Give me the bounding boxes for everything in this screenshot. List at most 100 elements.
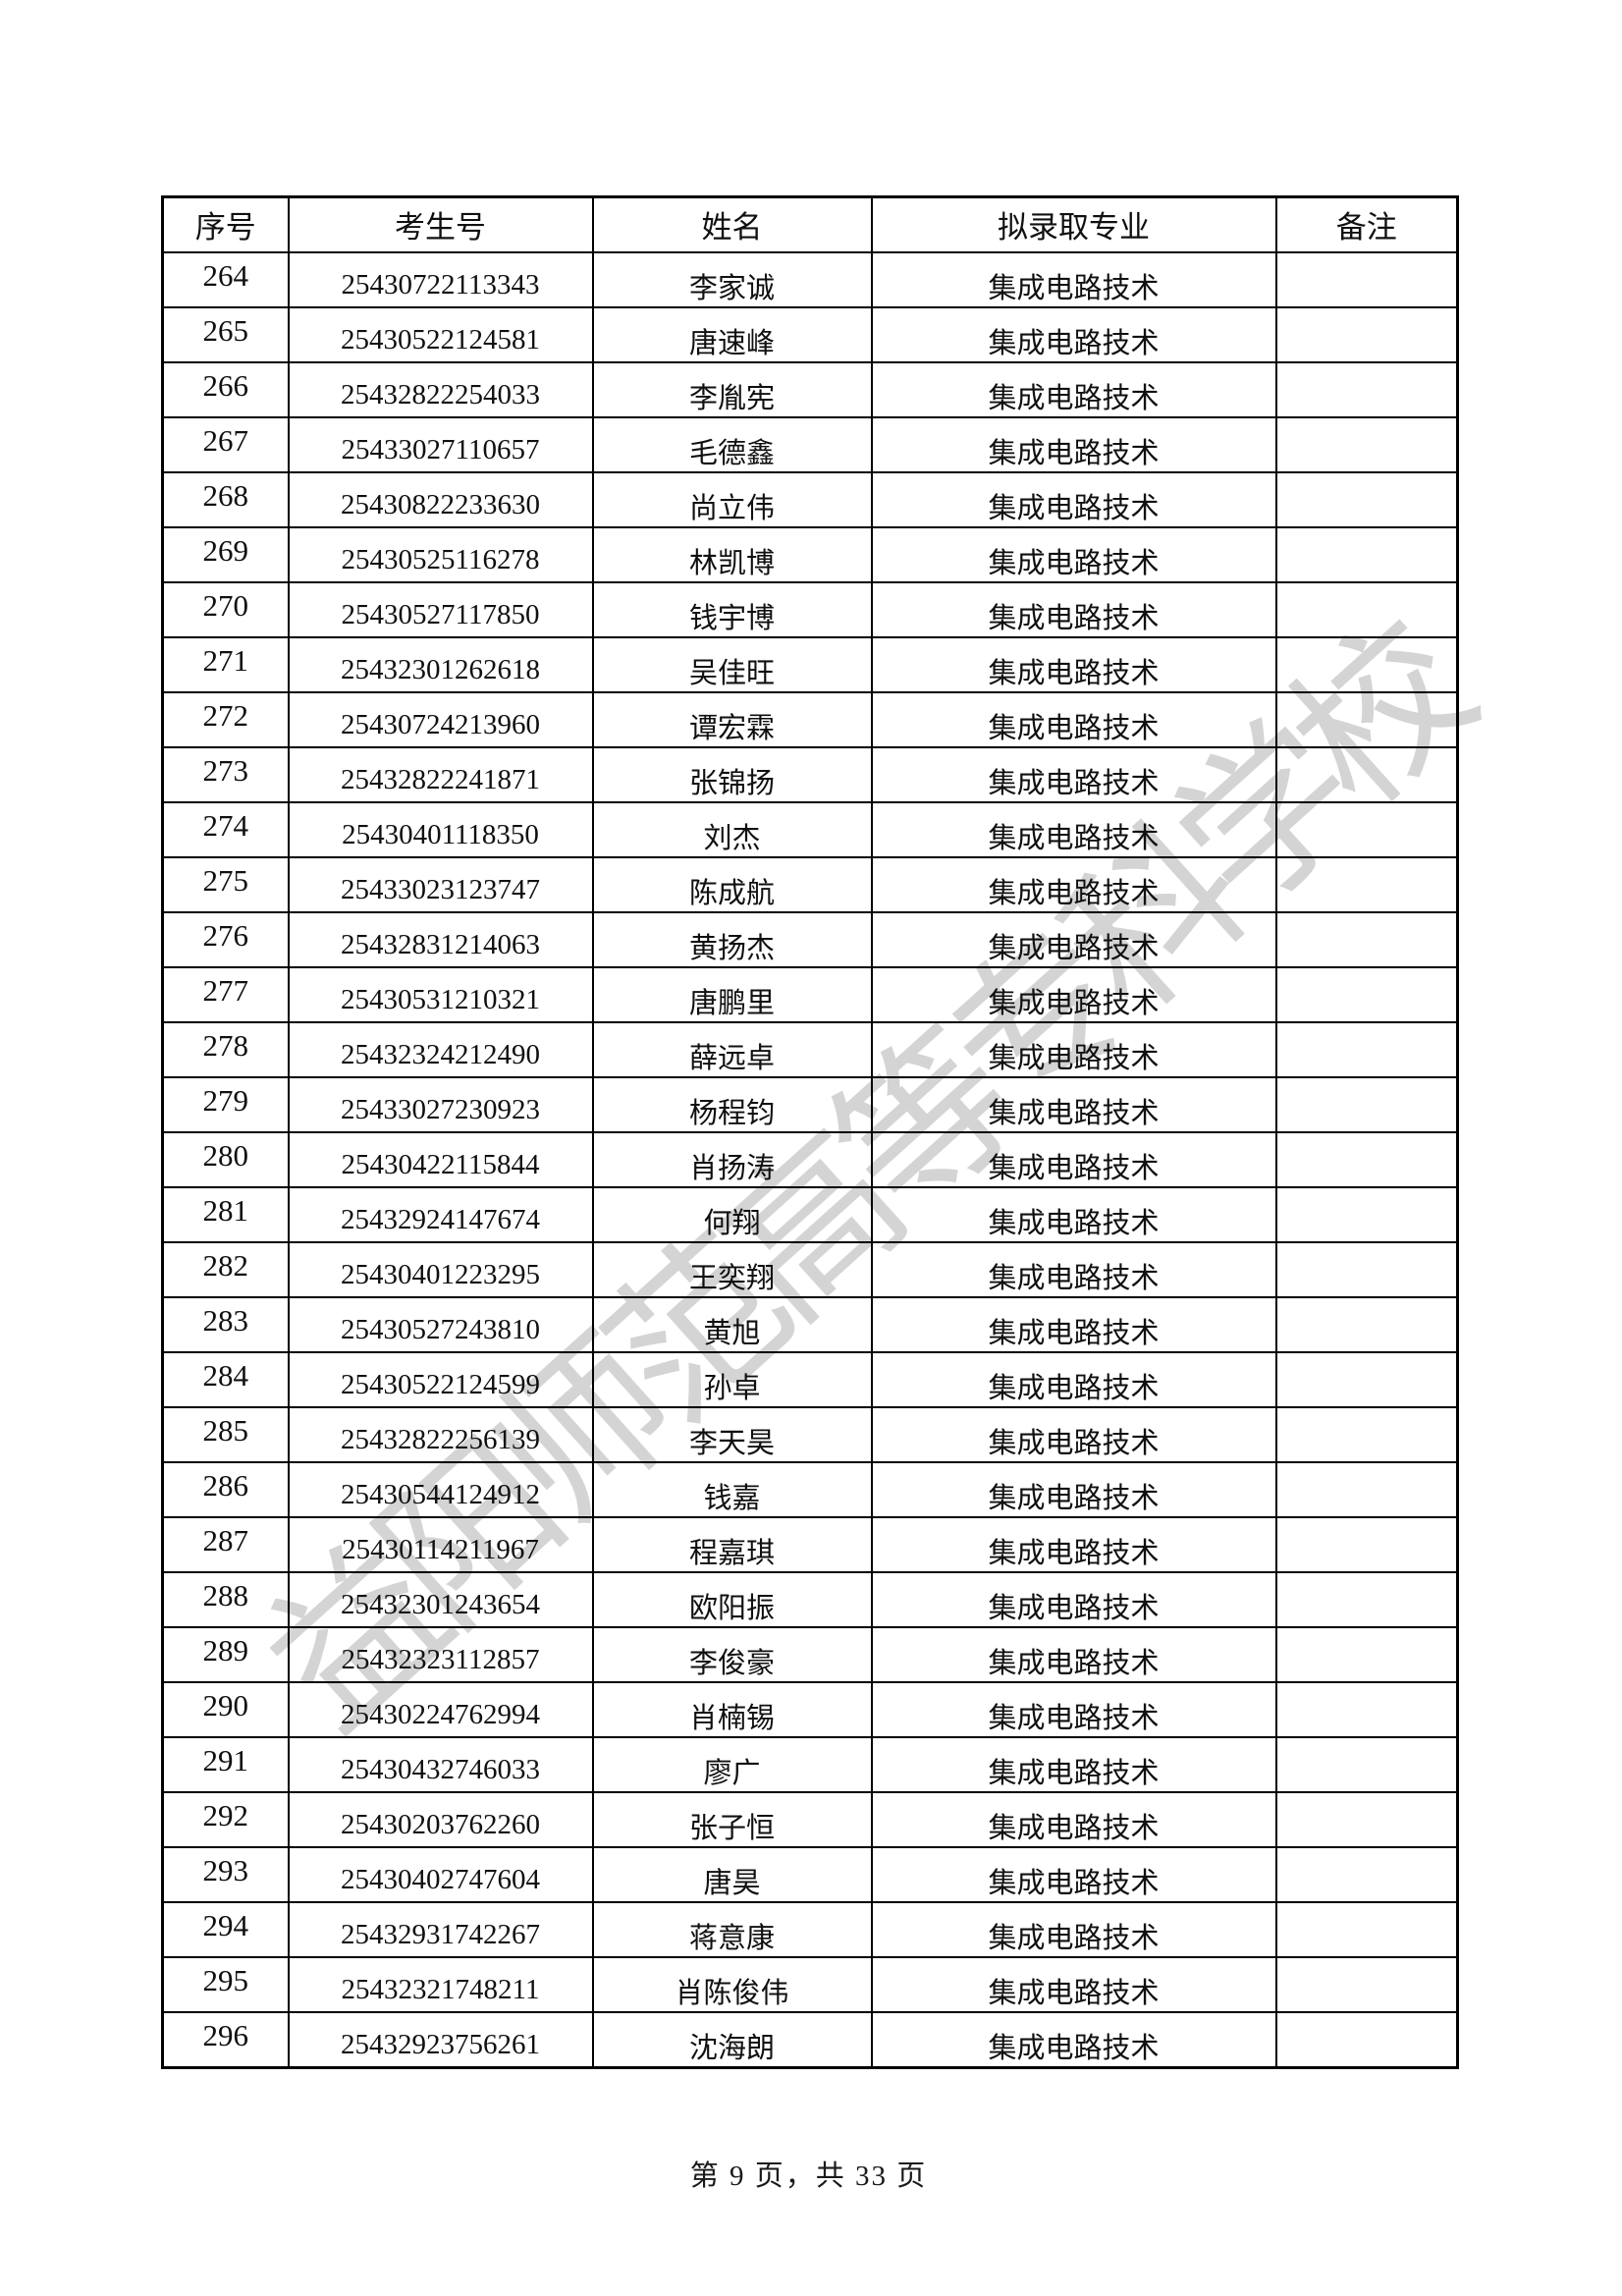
cell-major: 集成电路技术 <box>870 690 1277 748</box>
cell-candidate-id: 25430544124912 <box>287 1460 594 1518</box>
cell-remarks <box>1274 360 1459 418</box>
cell-remarks <box>1274 690 1459 748</box>
table-row: 290 25430224762994 肖楠锡 集成电路技术 <box>161 1680 1459 1738</box>
cell-name: 张锦扬 <box>591 745 873 803</box>
table-row: 267 25433027110657 毛德鑫 集成电路技术 <box>161 415 1459 473</box>
table-row: 285 25432822256139 李天昊 集成电路技术 <box>161 1405 1459 1463</box>
cell-candidate-id: 25430224762994 <box>287 1680 594 1738</box>
cell-remarks <box>1274 1460 1459 1518</box>
cell-seq-no: 296 <box>161 2010 290 2068</box>
cell-major: 集成电路技术 <box>870 1020 1277 1078</box>
cell-name: 钱嘉 <box>591 1460 873 1518</box>
cell-seq-no: 270 <box>161 580 290 638</box>
cell-major: 集成电路技术 <box>870 910 1277 968</box>
cell-name: 欧阳振 <box>591 1570 873 1628</box>
cell-remarks <box>1274 745 1459 803</box>
cell-candidate-id: 25432924147674 <box>287 1185 594 1243</box>
cell-remarks <box>1274 1185 1459 1243</box>
table-header-row: 序号 考生号 姓名 拟录取专业 备注 <box>161 195 1459 253</box>
cell-candidate-id: 25430401118350 <box>287 800 594 858</box>
cell-name: 李俊豪 <box>591 1625 873 1683</box>
cell-seq-no: 280 <box>161 1130 290 1188</box>
table-row: 279 25433027230923 杨程钧 集成电路技术 <box>161 1075 1459 1133</box>
cell-major: 集成电路技术 <box>870 1405 1277 1463</box>
cell-seq-no: 285 <box>161 1405 290 1463</box>
admission-list-table: 序号 考生号 姓名 拟录取专业 备注 264 25430722113343 李家诚集… <box>161 195 1459 2069</box>
page-number-footer: 第 9 页，共 33 页 <box>689 2160 928 2192</box>
table-row: 265 25430522124581 唐速峰 集成电路技术 <box>161 305 1459 363</box>
table-row: 274 25430401118350 刘杰 集成电路技术 <box>161 800 1459 858</box>
cell-candidate-id: 25430402747604 <box>287 1845 594 1903</box>
cell-seq-no: 265 <box>161 305 290 363</box>
cell-seq-no: 272 <box>161 690 290 748</box>
cell-candidate-id: 25430522124599 <box>287 1350 594 1408</box>
cell-remarks <box>1274 1790 1459 1848</box>
cell-name: 王奕翔 <box>591 1240 873 1298</box>
cell-seq-no: 287 <box>161 1515 290 1573</box>
cell-seq-no: 269 <box>161 525 290 583</box>
cell-major: 集成电路技术 <box>870 360 1277 418</box>
cell-seq-no: 292 <box>161 1790 290 1848</box>
cell-seq-no: 277 <box>161 965 290 1023</box>
table-row: 268 25430822233630 尚立伟 集成电路技术 <box>161 470 1459 528</box>
cell-name: 毛德鑫 <box>591 415 873 473</box>
cell-remarks <box>1274 1845 1459 1903</box>
cell-candidate-id: 25432822256139 <box>287 1405 594 1463</box>
cell-remarks <box>1274 1240 1459 1298</box>
cell-remarks <box>1274 1020 1459 1078</box>
cell-name: 尚立伟 <box>591 470 873 528</box>
cell-remarks <box>1274 1955 1459 2013</box>
table-row: 289 25432323112857 李俊豪 集成电路技术 <box>161 1625 1459 1683</box>
table-row: 294 25432931742267 蒋意康 集成电路技术 <box>161 1900 1459 1958</box>
cell-name: 孙卓 <box>591 1350 873 1408</box>
header-name: 姓名 <box>591 195 873 253</box>
table-row: 296 25432923756261 沈海朗 集成电路技术 <box>161 2010 1459 2068</box>
cell-remarks <box>1274 1680 1459 1738</box>
cell-name: 陈成航 <box>591 855 873 913</box>
table-row: 293 25430402747604 唐昊 集成电路技术 <box>161 1845 1459 1903</box>
table-row: 281 25432924147674 何翔 集成电路技术 <box>161 1185 1459 1243</box>
cell-name: 张子恒 <box>591 1790 873 1848</box>
header-candidate-id: 考生号 <box>287 195 594 253</box>
cell-remarks <box>1274 305 1459 363</box>
table-row: 271 25432301262618 吴佳旺 集成电路技术 <box>161 635 1459 693</box>
cell-candidate-id: 25430432746033 <box>287 1735 594 1793</box>
cell-major: 集成电路技术 <box>870 1295 1277 1353</box>
header-remarks: 备注 <box>1274 195 1459 253</box>
cell-candidate-id: 25432324212490 <box>287 1020 594 1078</box>
cell-major: 集成电路技术 <box>870 1515 1277 1573</box>
table-row: 283 25430527243810 黄旭 集成电路技术 <box>161 1295 1459 1353</box>
cell-major: 集成电路技术 <box>870 1570 1277 1628</box>
cell-remarks <box>1274 1515 1459 1573</box>
cell-major: 集成电路技术 <box>870 305 1277 363</box>
cell-major: 集成电路技术 <box>870 965 1277 1023</box>
table-row: 266 25432822254033 李胤宪 集成电路技术 <box>161 360 1459 418</box>
cell-name: 黄旭 <box>591 1295 873 1353</box>
cell-name: 肖扬涛 <box>591 1130 873 1188</box>
cell-candidate-id: 25432323112857 <box>287 1625 594 1683</box>
cell-major: 集成电路技术 <box>870 470 1277 528</box>
cell-remarks <box>1274 250 1459 308</box>
cell-candidate-id: 25430401223295 <box>287 1240 594 1298</box>
table-row: 284 25430522124599 孙卓 集成电路技术 <box>161 1350 1459 1408</box>
cell-major: 集成电路技术 <box>870 415 1277 473</box>
cell-remarks <box>1274 855 1459 913</box>
cell-name: 钱宇博 <box>591 580 873 638</box>
cell-seq-no: 279 <box>161 1075 290 1133</box>
table-row: 295 25432321748211 肖陈俊伟 集成电路技术 <box>161 1955 1459 2013</box>
cell-name: 林凯博 <box>591 525 873 583</box>
cell-candidate-id: 25432822254033 <box>287 360 594 418</box>
cell-remarks <box>1274 2010 1459 2068</box>
cell-candidate-id: 25430724213960 <box>287 690 594 748</box>
table-row: 280 25430422115844 肖扬涛 集成电路技术 <box>161 1130 1459 1188</box>
table-row: 282 25430401223295 王奕翔 集成电路技术 <box>161 1240 1459 1298</box>
cell-candidate-id: 25430822233630 <box>287 470 594 528</box>
cell-remarks <box>1274 525 1459 583</box>
cell-candidate-id: 25430525116278 <box>287 525 594 583</box>
table-row: 276 25432831214063 黄扬杰 集成电路技术 <box>161 910 1459 968</box>
cell-major: 集成电路技术 <box>870 1075 1277 1133</box>
cell-major: 集成电路技术 <box>870 855 1277 913</box>
cell-name: 刘杰 <box>591 800 873 858</box>
table-row: 292 25430203762260 张子恒 集成电路技术 <box>161 1790 1459 1848</box>
